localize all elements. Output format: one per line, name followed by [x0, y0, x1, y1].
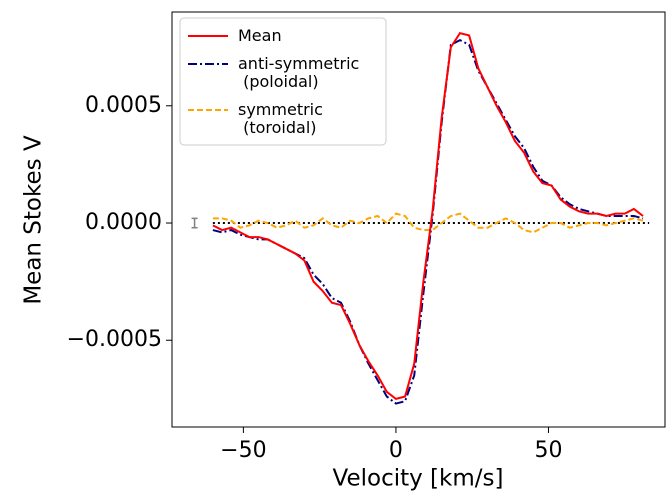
x-axis-label: Velocity [km/s]: [333, 466, 504, 492]
y-axis-label: Mean Stokes V: [21, 135, 47, 305]
y-tick-label: 0.0000: [85, 210, 162, 235]
x-tick-label: −50: [220, 438, 266, 463]
y-tick-label: −0.0005: [67, 327, 162, 352]
series-line: [212, 212, 644, 234]
error-bar: [191, 217, 198, 229]
x-tick-label: 0: [389, 438, 403, 463]
plot-frame: [171, 11, 666, 428]
series-line: [212, 31, 644, 400]
legend-label: Mean: [238, 26, 282, 45]
x-tick-label: 50: [534, 438, 562, 463]
legend-box: [179, 17, 387, 146]
y-tick-label: 0.0005: [85, 93, 162, 118]
legend-label: anti-symmetric (poloidal): [238, 54, 359, 91]
legend-label: symmetric (toroidal): [238, 100, 323, 137]
